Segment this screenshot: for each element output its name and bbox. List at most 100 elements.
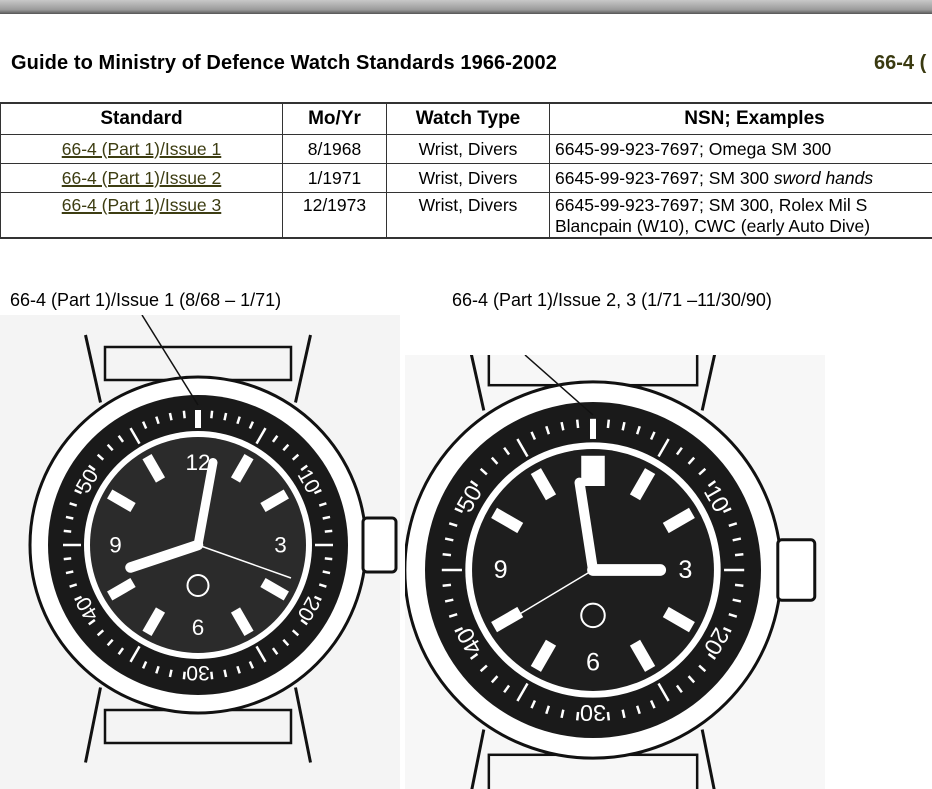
hour-marker <box>530 639 557 672</box>
bezel-tick <box>442 552 452 557</box>
bezel-tick <box>490 675 499 684</box>
bezel-tick <box>210 671 214 680</box>
bezel-tick <box>560 709 565 719</box>
dial-numeral: 6 <box>586 648 600 676</box>
standards-table: Standard Mo/Yr Watch Type NSN; Examples … <box>0 102 932 239</box>
pointer-line <box>524 355 594 416</box>
nsn-text: 6645-99-923-7697; SM 300, Rolex Mil S <box>555 195 868 215</box>
dial-numeral: 6 <box>192 615 205 640</box>
dial-numeral: 9 <box>109 533 122 558</box>
bezel-tick <box>210 410 214 419</box>
nsn-cell: 6645-99-923-7697; SM 300 sword hands <box>549 163 932 193</box>
hour-marker <box>530 468 557 501</box>
bezel-tick <box>503 446 511 456</box>
bezel-tick <box>728 612 738 618</box>
bezel-tick <box>106 638 114 647</box>
bezel-tick <box>545 705 551 715</box>
page-title: Guide to Ministry of Defence Watch Stand… <box>11 52 557 74</box>
bezel-tick <box>545 425 551 435</box>
bezel-tick <box>223 669 228 678</box>
bezel-tick <box>248 660 255 669</box>
center-pin <box>587 564 599 576</box>
bezel-tick <box>635 425 641 435</box>
standard-link[interactable]: 66-4 (Part 1)/Issue 2 <box>61 167 222 188</box>
hour-marker <box>230 607 254 636</box>
bezel-tick <box>722 507 732 514</box>
bezel-tick <box>621 709 626 719</box>
bezel-tick <box>168 412 173 421</box>
bezel-tick <box>313 595 322 602</box>
figure-caption-2: 66-4 (Part 1)/Issue 2, 3 (1/71 –11/30/90… <box>452 290 772 310</box>
minute-hand <box>193 458 218 550</box>
bezel-tick <box>117 647 125 655</box>
bezel-tick <box>318 502 327 507</box>
date-cell: 12/1973 <box>282 192 387 239</box>
bezel-tick <box>300 464 308 472</box>
bezel-tick <box>621 421 626 431</box>
bezel-tick <box>687 456 696 465</box>
bezel-tick <box>324 557 333 561</box>
bezel-tick <box>69 583 78 588</box>
bezel-tick <box>129 427 141 445</box>
pointer-line <box>141 315 199 406</box>
hour-marker <box>662 606 695 633</box>
bezel-tick <box>732 598 742 603</box>
table-row: 66-4 (Part 1)/Issue 2 1/1971 Wrist, Dive… <box>0 163 932 193</box>
standard-link[interactable]: 66-4 (Part 1)/Issue 3 <box>61 195 222 215</box>
hour-marker <box>491 606 524 633</box>
crown <box>361 516 398 574</box>
nsn-italic: sword hands <box>773 167 874 188</box>
bezel-tick <box>282 443 290 452</box>
nsn-text: 6645-99-923-7697; SM 300 <box>555 167 774 188</box>
second-hand <box>508 569 594 622</box>
bezel-tick <box>657 682 670 702</box>
standard-code: 66-4 ( <box>874 52 927 74</box>
bezel-tick <box>65 515 74 520</box>
twelve-marker <box>581 455 605 486</box>
broad-arrow-logo <box>580 602 606 629</box>
bezel-tick <box>606 419 611 429</box>
bezel-tick <box>707 480 717 488</box>
bezel-tick <box>734 583 744 588</box>
hour-marker <box>107 577 136 601</box>
bezel-tick <box>728 522 738 528</box>
bezel-tick <box>236 416 241 425</box>
bezel-tick <box>675 446 683 456</box>
bezel-tick <box>560 421 565 431</box>
hour-marker <box>142 454 166 483</box>
bezel-tick <box>155 416 160 425</box>
nsn-text-line2: Blancpain (W10), CWC (early Auto Dive) <box>555 216 871 236</box>
standard-link[interactable]: 66-4 (Part 1)/Issue 1 <box>61 138 222 159</box>
col-standard: Standard <box>0 102 283 135</box>
table-row: 66-4 (Part 1)/Issue 3 12/1973 Wrist, Div… <box>0 192 932 239</box>
bezel-tick <box>454 507 464 514</box>
bezel-tick <box>732 537 742 542</box>
window-top-bar <box>0 0 932 14</box>
dial-numeral: 3 <box>274 533 287 558</box>
type-cell: Wrist, Divers <box>386 163 550 193</box>
bezel-tick <box>291 629 300 637</box>
bezel-tick <box>503 684 511 694</box>
bezel-tick <box>530 431 537 441</box>
bezel-tick <box>63 557 72 561</box>
bezel-tick <box>687 675 696 684</box>
bezel-tick <box>707 652 717 660</box>
bezel-tick <box>271 435 279 443</box>
type-cell: Wrist, Divers <box>386 192 550 239</box>
bezel-tick <box>454 626 464 633</box>
bezel-tick <box>236 665 241 674</box>
hour-marker <box>662 507 695 534</box>
bezel-tick <box>649 699 656 709</box>
bezel-tick <box>182 671 186 680</box>
bezel-tick <box>442 583 452 588</box>
bezel-tick <box>96 453 105 461</box>
dial-numeral: 3 <box>678 556 692 584</box>
bezel-tick <box>223 412 228 421</box>
bezel-tick <box>530 699 537 709</box>
bezel-tick <box>255 427 267 445</box>
bezel-numeral: 30 <box>186 661 209 684</box>
table-row: 66-4 (Part 1)/Issue 1 8/1968 Wrist, Dive… <box>0 134 932 164</box>
bezel-tick <box>248 421 255 430</box>
